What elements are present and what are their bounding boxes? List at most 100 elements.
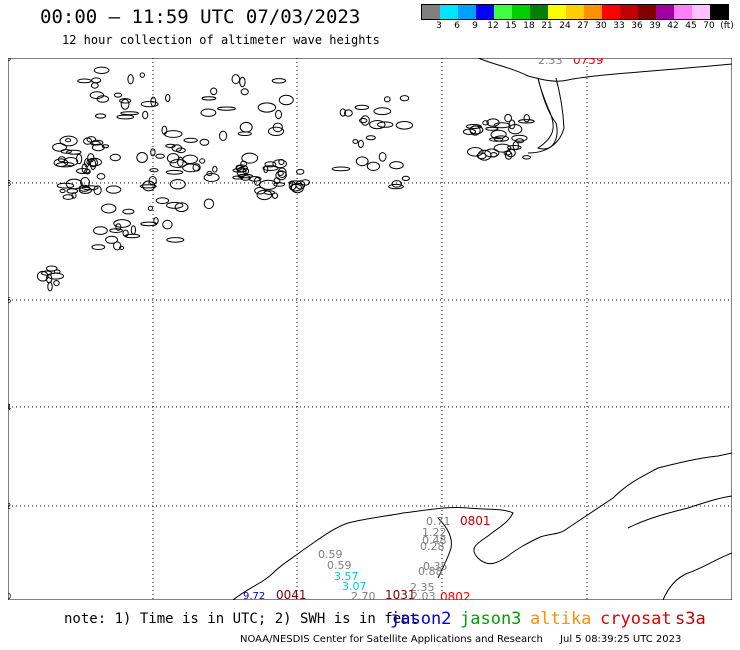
ice-floe <box>41 270 53 276</box>
pass-time-label: 1031 <box>385 588 416 600</box>
ice-floe <box>360 115 370 126</box>
ice-floe <box>166 201 184 209</box>
color-swatch <box>602 5 620 19</box>
color-scale-label: 30 <box>595 21 607 31</box>
color-scale-label: 21 <box>541 21 553 31</box>
ice-floe <box>277 167 287 179</box>
ice-floe <box>139 184 157 189</box>
ice-floe <box>95 113 107 119</box>
ice-floe <box>109 153 121 162</box>
ice-floe <box>241 152 259 164</box>
ice-floe <box>331 166 351 172</box>
ice-floe <box>136 152 148 163</box>
ice-floe <box>465 124 482 129</box>
ice-floe <box>91 244 106 251</box>
ice-floe <box>65 138 72 143</box>
ice-floe <box>296 168 305 175</box>
ice-floe <box>83 137 93 145</box>
ice-floe <box>210 87 218 96</box>
ice-floe <box>263 165 269 174</box>
color-swatch <box>494 5 512 19</box>
color-scale-label: 3 <box>436 21 442 31</box>
ice-floe <box>90 159 97 170</box>
ice-floe <box>113 92 123 98</box>
wave-height-color-scale: 3 6 9 12 15 18 21 24 27 30 33 36 39 42 45 70 (ft) <box>421 4 734 32</box>
ice-floe <box>199 158 206 164</box>
ice-floe <box>86 157 102 167</box>
ice-floe <box>355 156 369 167</box>
ice-floe <box>90 82 99 89</box>
ice-floe <box>101 203 117 214</box>
ice-floe <box>507 145 522 150</box>
color-scale-bar <box>421 4 729 20</box>
color-swatch <box>512 5 530 19</box>
ice-floe <box>256 189 273 201</box>
ice-floe <box>183 137 198 143</box>
ice-floe <box>127 74 134 85</box>
ice-floe <box>101 144 110 149</box>
ice-floe <box>93 226 108 236</box>
satellite-legend-altika: altika <box>530 609 592 629</box>
ice-floe <box>166 153 180 164</box>
color-swatch <box>476 5 494 19</box>
ice-floe <box>56 182 75 189</box>
color-swatch <box>710 5 728 19</box>
ice-floe <box>174 202 189 213</box>
color-scale-label: 24 <box>559 21 571 31</box>
color-scale-labels: 3 6 9 12 15 18 21 24 27 30 33 36 39 42 45 70 (ft) <box>421 20 734 32</box>
swh-reading: 0.71 <box>426 515 451 528</box>
ice-floe <box>200 108 217 117</box>
ice-floe <box>271 192 279 199</box>
satellite-legend-jason2: jason2 <box>390 609 452 629</box>
ice-floe <box>89 91 105 100</box>
color-swatch <box>458 5 476 19</box>
ice-floe <box>139 72 146 78</box>
ice-floe <box>192 163 201 172</box>
color-swatch <box>440 5 458 19</box>
lat-label: 68 <box>8 179 11 188</box>
ice-floe <box>93 66 110 75</box>
lat-label: 64 <box>8 403 11 412</box>
ice-floe <box>257 102 277 113</box>
footer: NOAA/NESDIS Center for Satellite Applica… <box>240 634 681 645</box>
ice-floe <box>518 119 535 124</box>
ice-floe <box>239 76 246 88</box>
ice-floe <box>476 152 487 160</box>
ice-floe <box>47 281 53 292</box>
ice-floe <box>36 270 49 282</box>
ice-floe <box>77 78 92 84</box>
ice-floe <box>120 111 139 116</box>
ice-floe <box>93 185 102 196</box>
ice-floe <box>142 180 156 192</box>
ice-floe <box>275 170 287 181</box>
ice-floe <box>240 88 249 96</box>
ice-floe <box>56 162 75 168</box>
pass-time-label: 0802 <box>440 590 471 600</box>
color-swatch <box>620 5 638 19</box>
ice-floe <box>76 168 91 174</box>
ice-floe <box>140 221 158 227</box>
ice-floe <box>176 147 186 154</box>
ice-floe <box>81 185 99 191</box>
ice-floe <box>150 148 156 157</box>
ice-floe <box>113 219 131 228</box>
ice-floe <box>45 265 58 272</box>
pass-time-label: 0041 <box>276 588 307 600</box>
map-canvas: 70 68 66 64 62 60 150 153 156 159 162 16… <box>8 58 732 600</box>
ice-floe <box>65 178 83 190</box>
ice-floe <box>53 280 60 287</box>
ice-floe <box>155 153 165 159</box>
ice-floe <box>377 121 394 128</box>
ice-floe <box>366 161 380 172</box>
ice-floe <box>254 186 266 195</box>
estuary-east <box>527 77 565 154</box>
ice-floe <box>122 229 129 237</box>
color-swatch <box>656 5 674 19</box>
lat-label: 60 <box>8 592 11 600</box>
ice-floe <box>165 169 184 175</box>
lat-label: 70 <box>8 58 11 63</box>
ice-floe <box>203 198 215 210</box>
color-scale-label: 45 <box>685 21 697 31</box>
ice-floe <box>264 161 277 168</box>
ice-floe <box>161 125 168 135</box>
